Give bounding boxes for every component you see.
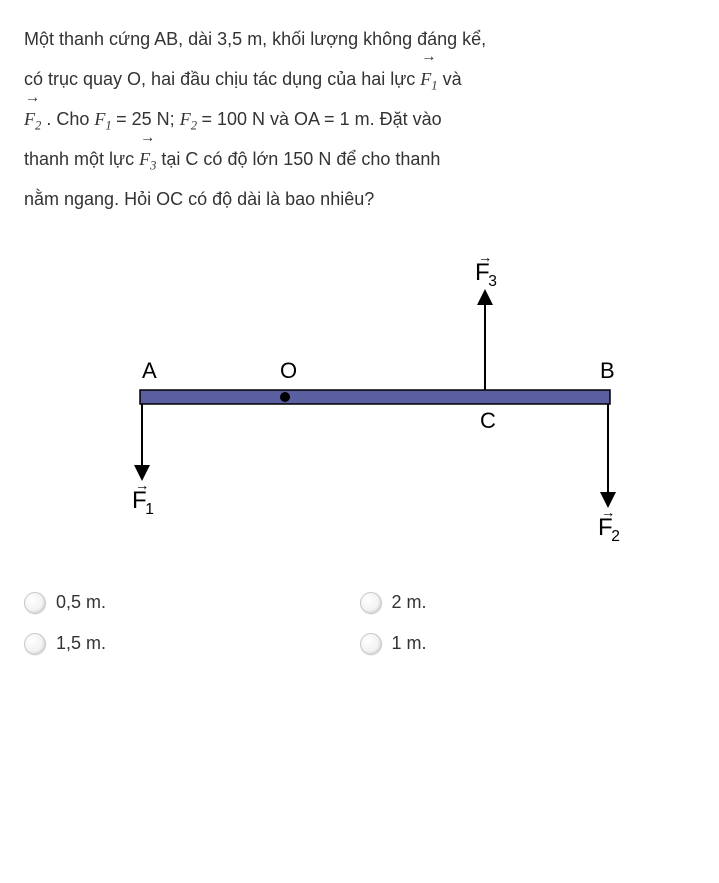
radio-icon: [24, 633, 46, 655]
vector-arrow-icon: →: [139, 134, 156, 142]
vec-base: F: [24, 109, 35, 129]
svg-text:C: C: [480, 408, 496, 433]
vec-base: F: [139, 149, 150, 169]
q-line2b: và: [443, 69, 462, 89]
vec-sub: 2: [35, 118, 41, 132]
vec-sub: 3: [150, 159, 156, 173]
option-a[interactable]: 0,5 m.: [24, 590, 360, 615]
vec-sub: 1: [431, 78, 437, 92]
vector-F2: → F2: [24, 100, 41, 140]
svg-text:A: A: [142, 358, 157, 383]
svg-text:3: 3: [488, 273, 497, 290]
radio-icon: [360, 633, 382, 655]
sc-base: F: [180, 109, 191, 129]
sc-sub: 1: [105, 118, 111, 132]
vector-F1: → F1: [420, 60, 437, 100]
q-line3b: = 25 N;: [116, 109, 180, 129]
q-line4b: tại C có độ lớn 150 N để cho thanh: [161, 149, 440, 169]
scalar-F2: F2: [180, 109, 202, 129]
diagram-container: AOBC→F1→F2→F3: [24, 240, 695, 560]
q-line1: Một thanh cứng AB, dài 3,5 m, khối lượng…: [24, 29, 486, 49]
vector-arrow-icon: →: [420, 53, 437, 61]
vec-base: F: [420, 69, 431, 89]
q-line2a: có trục quay O, hai đầu chịu tác dụng củ…: [24, 69, 420, 89]
option-label: 1 m.: [392, 631, 427, 656]
option-d[interactable]: 1 m.: [360, 631, 696, 656]
question-text: Một thanh cứng AB, dài 3,5 m, khối lượng…: [24, 20, 695, 220]
scalar-F1: F1: [94, 109, 116, 129]
answer-options: 0,5 m. 2 m. 1,5 m. 1 m.: [24, 590, 695, 656]
q-line3c: = 100 N và OA = 1 m. Đặt vào: [201, 109, 441, 129]
q-line3a: . Cho: [46, 109, 94, 129]
radio-icon: [360, 592, 382, 614]
option-c[interactable]: 1,5 m.: [24, 631, 360, 656]
option-label: 0,5 m.: [56, 590, 106, 615]
physics-diagram: AOBC→F1→F2→F3: [80, 240, 640, 560]
q-line4a: thanh một lực: [24, 149, 139, 169]
vector-arrow-icon: →: [24, 94, 41, 102]
q-line5: nằm ngang. Hỏi OC có độ dài là bao nhiêu…: [24, 189, 374, 209]
svg-text:B: B: [600, 358, 615, 383]
svg-text:O: O: [280, 358, 297, 383]
svg-text:2: 2: [611, 528, 620, 545]
sc-base: F: [94, 109, 105, 129]
option-label: 1,5 m.: [56, 631, 106, 656]
option-b[interactable]: 2 m.: [360, 590, 696, 615]
vector-F3: → F3: [139, 140, 156, 180]
svg-text:1: 1: [145, 501, 154, 518]
option-label: 2 m.: [392, 590, 427, 615]
radio-icon: [24, 592, 46, 614]
sc-sub: 2: [191, 118, 197, 132]
